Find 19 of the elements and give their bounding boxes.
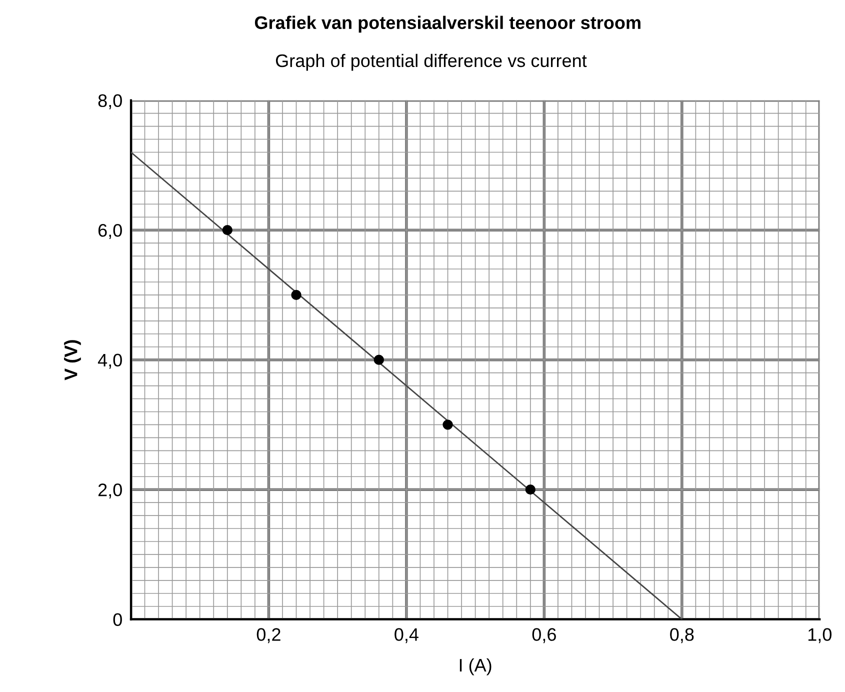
x-tick-label: 0,8	[670, 628, 694, 644]
y-tick-label: 6,0	[98, 224, 122, 239]
x-tick-label: 0,4	[394, 628, 418, 644]
y-tick-label: 2,0	[98, 484, 122, 498]
chart-title: Grafiek van potensiaalverskil teenoor stroom	[254, 16, 640, 33]
x-tick-label: 0,6	[532, 628, 556, 644]
y-tick-label: 8,0	[98, 94, 122, 110]
y-tick-label: 0	[113, 613, 122, 626]
x-axis-title: I (A)	[460, 658, 492, 676]
y-axis-title: V (V)	[64, 340, 81, 380]
x-tick-label: 1,0	[808, 628, 832, 644]
point	[525, 484, 536, 495]
point	[442, 420, 453, 430]
point	[291, 290, 302, 300]
y-tick-label: 4,0	[98, 354, 122, 369]
x-tick-label: 0,2	[256, 628, 280, 644]
point	[222, 225, 232, 236]
chart-subtitle: Graph of potential difference vs current	[276, 54, 587, 71]
point	[374, 354, 384, 365]
